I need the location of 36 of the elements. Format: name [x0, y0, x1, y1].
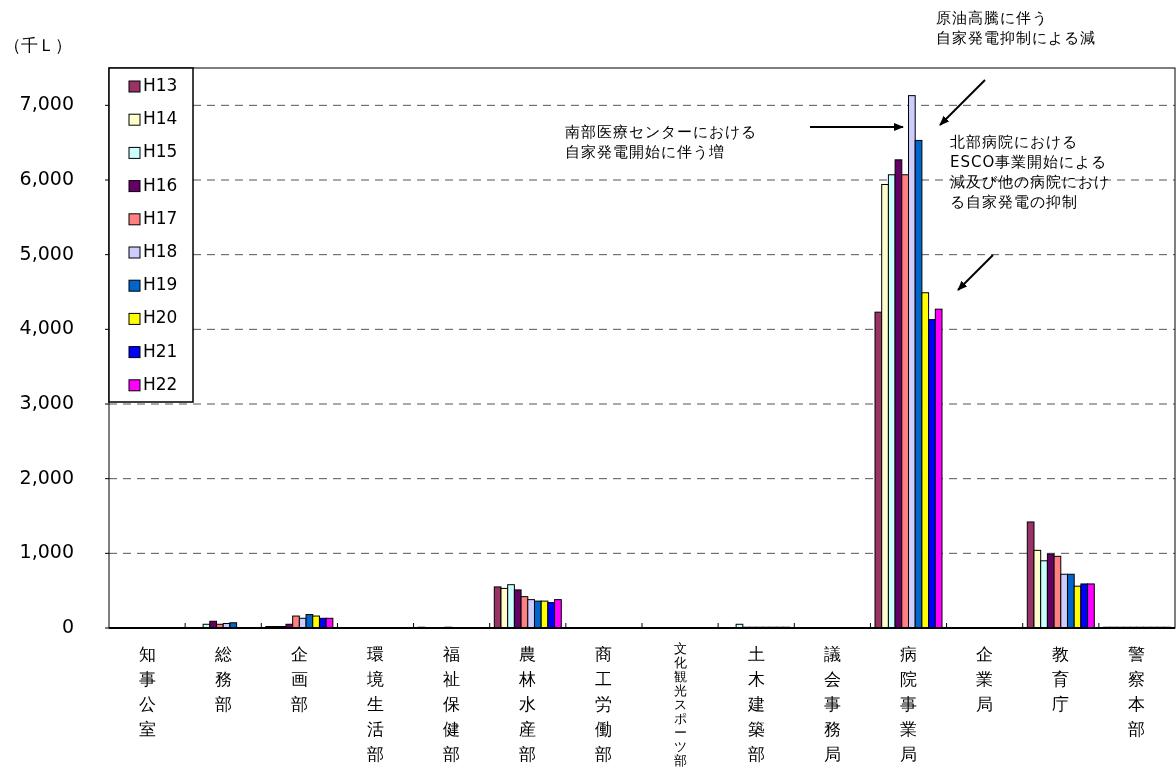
legend-label: H18	[143, 241, 178, 261]
annotation: 北部病院におけるESCO事業開始による減及び他の病院における自家発電の抑制	[950, 132, 1110, 212]
x-tick-label: 教育庁	[1051, 643, 1070, 716]
legend-label: H17	[143, 207, 178, 228]
x-tick-label: 議会事務局	[823, 643, 842, 766]
x-tick-label: 福祉保健部	[442, 643, 461, 766]
x-tick-label: 土木建築部	[747, 643, 766, 766]
y-tick-label: 1,000	[19, 540, 74, 563]
y-tick-label: 6,000	[19, 167, 74, 189]
x-tick-label: 企画部	[290, 643, 309, 716]
x-tick-label: 企業局	[975, 643, 994, 716]
legend-label: H16	[143, 174, 178, 195]
legend-label: H21	[143, 340, 178, 361]
legend-label: H22	[143, 373, 178, 394]
x-tick-label: 知事公室	[138, 643, 157, 741]
annotation: 南部医療センターにおける自家発電開始に伴う増	[565, 122, 757, 162]
y-tick-label: 7,000	[19, 92, 74, 115]
x-tick-label: 総務部	[214, 643, 233, 716]
legend-label: H15	[143, 141, 178, 162]
legend-label: H19	[143, 274, 178, 295]
y-tick-label: 4,000	[19, 316, 74, 339]
category-label: 文化観光スポーツ部	[673, 641, 687, 768]
y-tick-label: 0	[61, 615, 74, 637]
y-tick-label: 3,000	[19, 391, 74, 413]
x-tick-label: 環境生活部	[366, 643, 385, 766]
x-tick-label: 農林水産部	[518, 643, 537, 766]
x-tick-label: 病院事業局	[899, 643, 918, 766]
legend-label: H14	[143, 108, 178, 129]
text: 原油高騰に伴う自家発電抑制による減	[936, 8, 1096, 48]
x-tick-label: 商工労働部	[594, 643, 613, 766]
y-axis-title: （千Ｌ）	[4, 34, 72, 57]
y-tick-label: 5,000	[19, 241, 74, 264]
x-tick-label: 警察本部	[1127, 643, 1146, 741]
legend-label: H20	[143, 307, 178, 328]
legend-label: H13	[143, 75, 178, 95]
y-tick-label: 2,000	[19, 465, 74, 488]
